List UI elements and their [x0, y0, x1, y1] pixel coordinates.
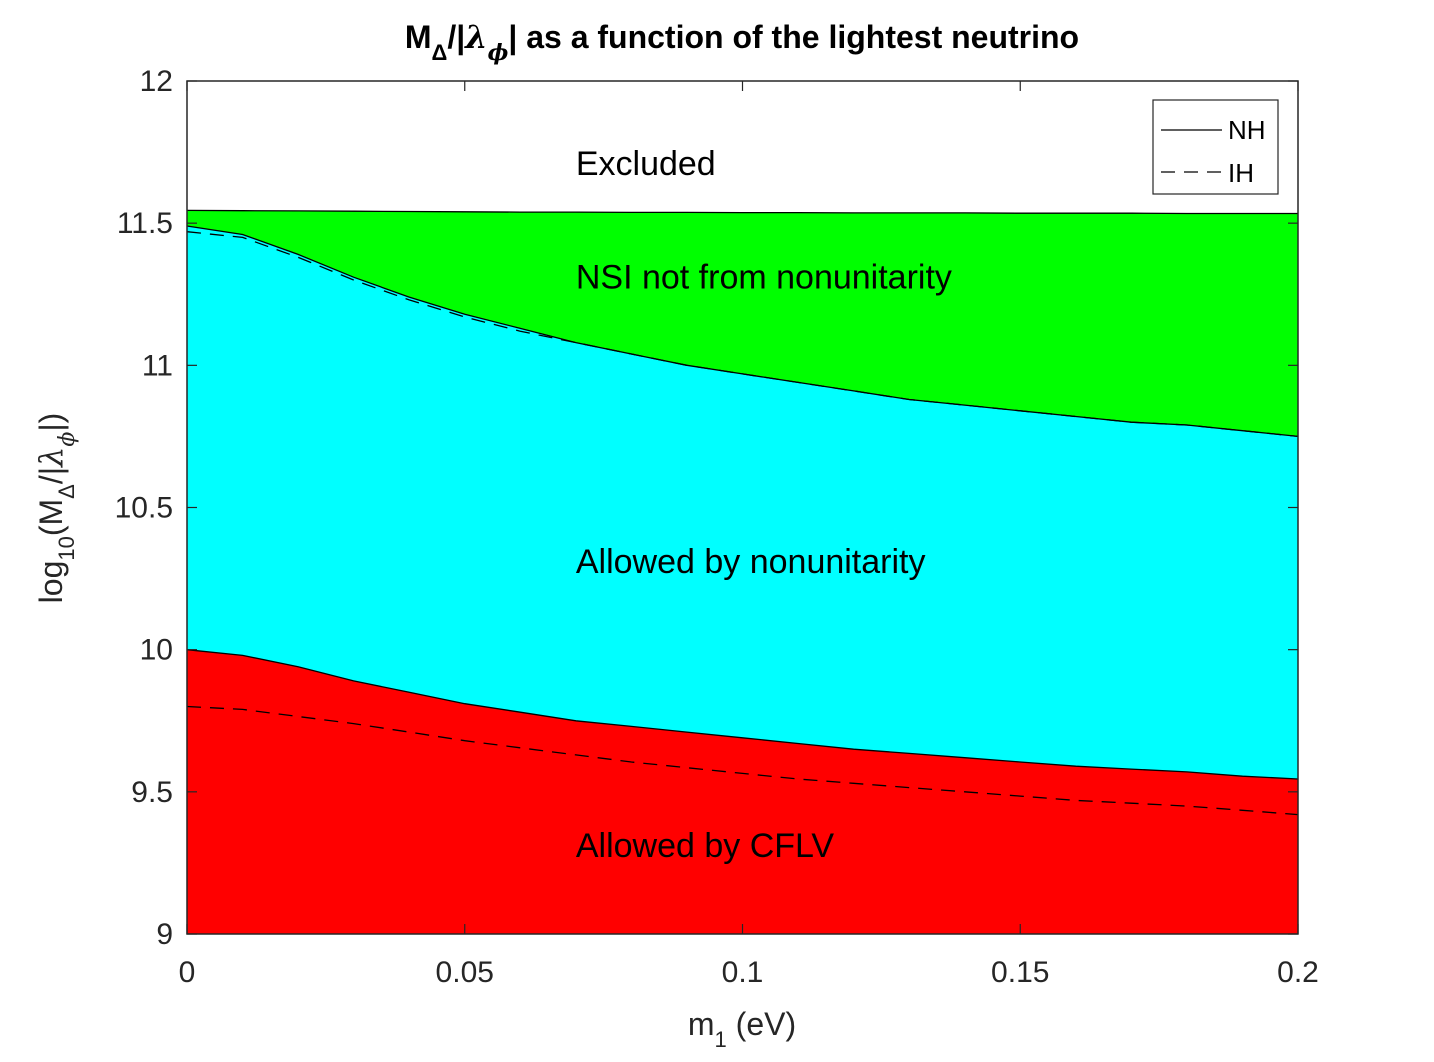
- y-tick-label: 11.5: [117, 207, 173, 240]
- region-nsi-fill: [187, 210, 1298, 437]
- region-nonunitarity-fill: [187, 226, 1298, 779]
- y-tick-label: 10.5: [115, 492, 173, 525]
- y-tick-label: 9.5: [131, 776, 173, 809]
- series-line-nh-excluded-boundary: [186, 209, 1298, 215]
- x-tick-label: 0.2: [1277, 956, 1319, 989]
- y-tick-label: 11: [142, 349, 173, 382]
- region-label-nonunitarity: Allowed by nonunitarity: [576, 543, 926, 581]
- x-tick-label: 0.1: [722, 956, 764, 989]
- series-line-ih-nonunitarity-boundary: [186, 231, 1299, 438]
- region-cflv-fill: [187, 649, 1298, 934]
- region-label-cflv: Allowed by CFLV: [576, 827, 835, 865]
- legend-label-nh: NH: [1228, 115, 1266, 145]
- region-labels: Excluded NSI not from nonunitarity Allowed…: [576, 145, 952, 865]
- y-tick-label: 9: [156, 918, 173, 951]
- legend-label-ih: IH: [1228, 158, 1254, 188]
- legend-box: [1152, 99, 1279, 195]
- y-axis-label: log10(MΔ/|λϕ|): [32, 413, 80, 604]
- x-tick-label: 0: [179, 956, 196, 989]
- series-line-ih-cflv-boundary: [186, 705, 1299, 816]
- series-line-nh-cflv-boundary: [186, 649, 1299, 780]
- region-label-nsi: NSI not from nonunitarity: [576, 259, 952, 297]
- x-tick-label: 0.05: [436, 956, 494, 989]
- x-tick-label: 0.15: [991, 956, 1049, 989]
- region-fills: [187, 210, 1298, 934]
- boundary-curves: [186, 209, 1299, 816]
- legend: NH IH: [1152, 99, 1279, 195]
- chart-title: MΔ/|λϕ| as a function of the lightest ne…: [405, 18, 1079, 66]
- x-axis-label: m1 (eV): [688, 1006, 796, 1052]
- y-tick-label: 12: [140, 65, 173, 98]
- y-tick-label: 10: [140, 634, 173, 667]
- region-label-excluded: Excluded: [576, 145, 716, 183]
- axis-ticks: 0 0.05 0.1 0.15 0.2 9 9.5 10 10.5 11 11.5 12: [115, 65, 1319, 989]
